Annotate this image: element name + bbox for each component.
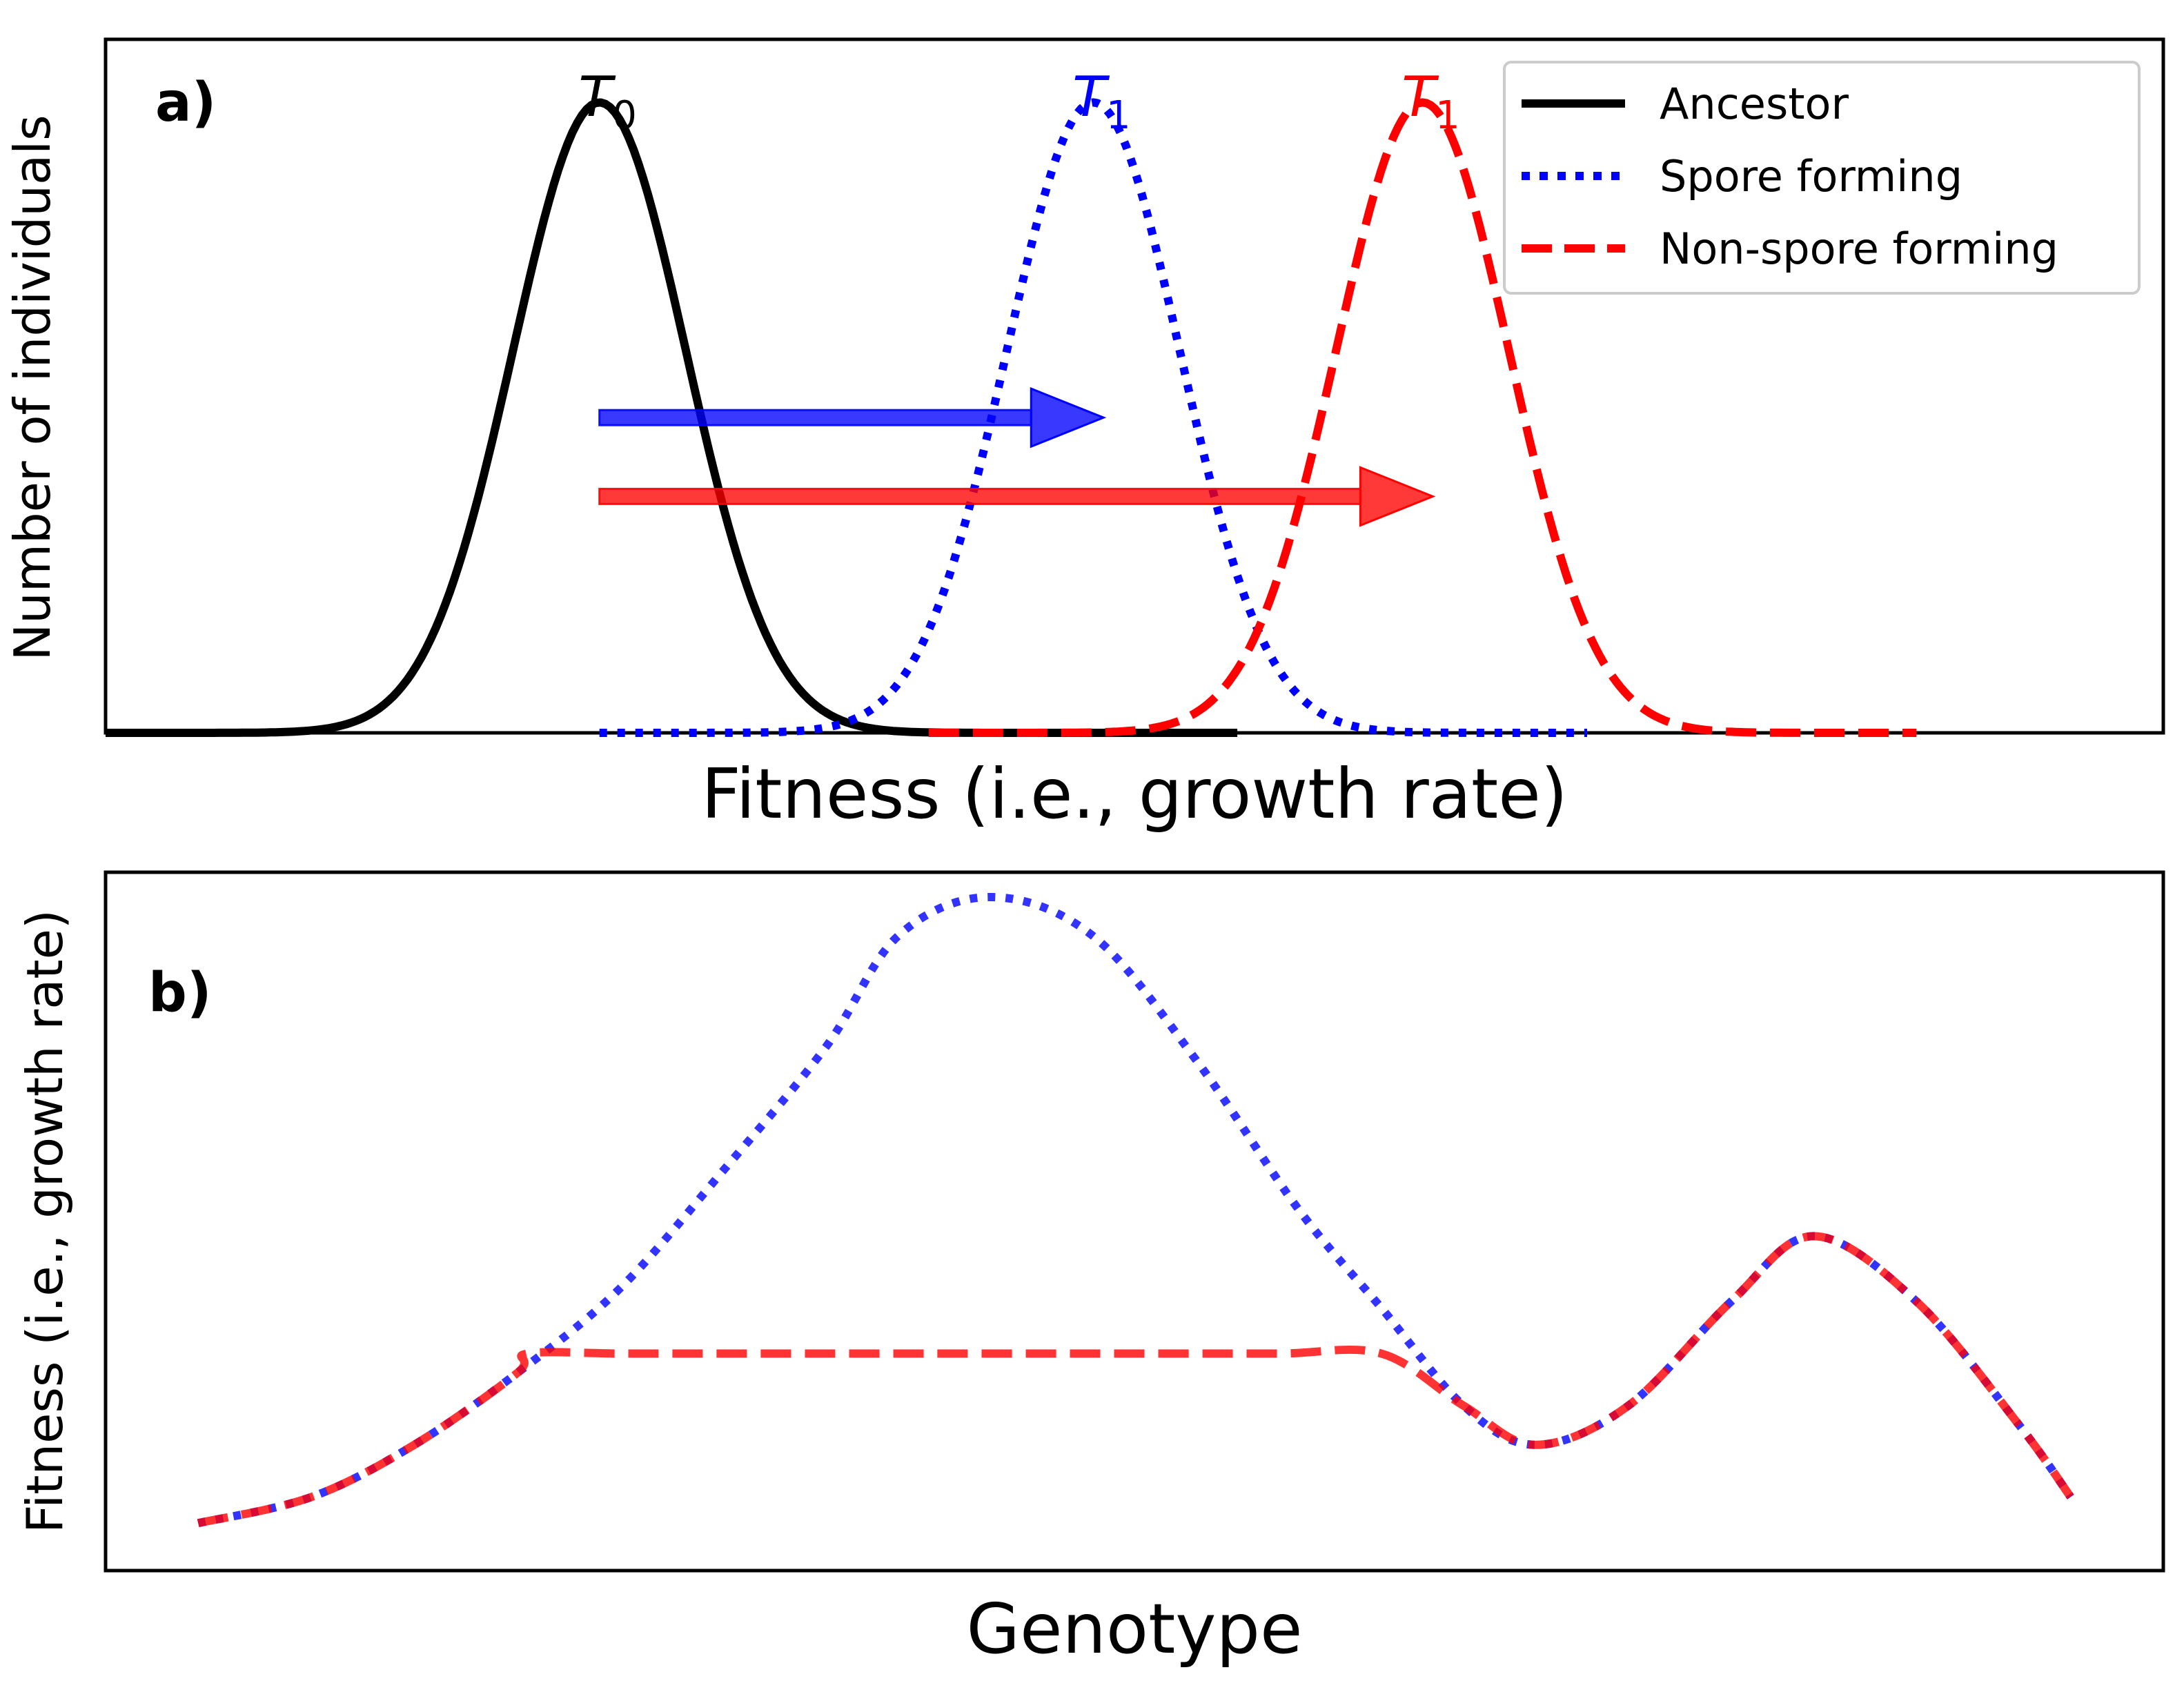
series-non-spore-forming-curve bbox=[928, 98, 1917, 737]
peak-label-base: T bbox=[1072, 65, 1110, 129]
shift-arrow-nonspore bbox=[598, 466, 1436, 527]
peak-label-subscript: 0 bbox=[612, 93, 637, 138]
peak-label-1: T0 bbox=[578, 65, 637, 138]
panel-a-label: a) bbox=[155, 72, 216, 134]
panel-b-label: b) bbox=[148, 962, 211, 1024]
shift-arrow-spore bbox=[598, 386, 1107, 449]
panel-a-ylabel: Number of individuals bbox=[3, 115, 61, 660]
panel-a-xlabel: Fitness (i.e., growth rate) bbox=[701, 754, 1567, 834]
panel-b-ylabel: Fitness (i.e., growth rate) bbox=[16, 910, 74, 1533]
panel-a: a) T0 T1 T1 Fitness (i.e., growth rate) Nu… bbox=[3, 37, 2165, 834]
panel-a-plot-area bbox=[106, 98, 1917, 737]
peak-label-3: T1 bbox=[1401, 65, 1460, 138]
peak-label-base: T bbox=[1401, 65, 1439, 129]
panel-b-frame bbox=[104, 870, 2165, 1573]
panel-a-peak-labels: T0 T1 T1 bbox=[578, 65, 1459, 138]
peak-label-subscript: 1 bbox=[1106, 93, 1131, 138]
series-spore-forming-curve bbox=[599, 98, 1588, 737]
legend: Ancestor Spore forming Non-spore forming bbox=[1503, 61, 2141, 295]
panel-b-plot-area bbox=[197, 893, 2074, 1528]
legend-box bbox=[1503, 61, 2141, 295]
series-ancestor-curve bbox=[106, 98, 1238, 737]
panel-b-xlabel: Genotype bbox=[967, 1589, 1303, 1669]
panel-b: b) Genotype Fitness (i.e., growth rate) bbox=[16, 870, 2165, 1669]
legend-label-spore: Spore forming bbox=[1660, 151, 1962, 201]
panel-b-series-spore-curve bbox=[197, 893, 2074, 1528]
legend-label-ancestor: Ancestor bbox=[1660, 79, 1849, 129]
peak-label-2: T1 bbox=[1072, 65, 1131, 138]
legend-label-nonspore: Non-spore forming bbox=[1660, 224, 2058, 274]
panel-b-series-nonspore-curve bbox=[197, 1232, 2074, 1528]
peak-label-subscript: 1 bbox=[1435, 93, 1460, 138]
peak-label-base: T bbox=[578, 65, 616, 129]
